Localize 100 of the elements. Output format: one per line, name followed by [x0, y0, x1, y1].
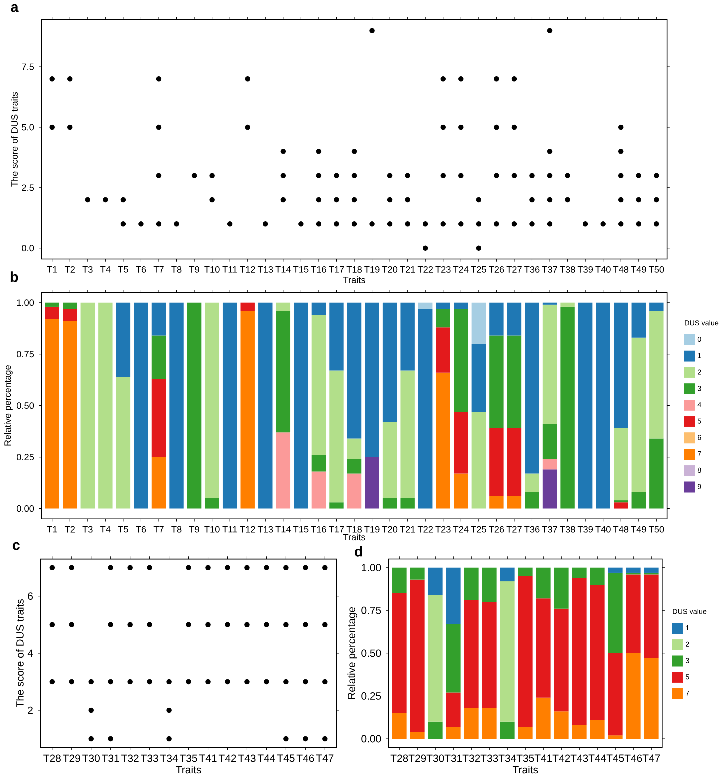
bar: [536, 598, 551, 698]
bar: [614, 502, 628, 509]
x-tick-label: T37: [542, 266, 558, 273]
bar: [418, 302, 432, 310]
y-tick-label: 0.50: [16, 402, 34, 410]
bar: [134, 302, 148, 509]
x-tick-label: T15: [293, 266, 308, 273]
x-tick-label: T34: [160, 754, 178, 762]
bar: [472, 344, 486, 412]
bar: [116, 376, 130, 509]
x-tick-label: T30: [82, 754, 100, 762]
x-tick-label: T16: [311, 526, 326, 533]
x-tick-label: T39: [578, 526, 593, 533]
bar: [45, 319, 60, 509]
bar: [590, 584, 605, 720]
x-tick-label: T29: [408, 754, 426, 762]
bar: [489, 302, 504, 336]
bar: [554, 712, 569, 740]
bar: [347, 302, 362, 439]
y-tick-label: 0.00: [361, 735, 381, 743]
x-tick-label: T6: [136, 266, 146, 273]
bar: [608, 568, 623, 573]
bar: [572, 725, 587, 740]
bar: [572, 568, 587, 578]
x-tick-label: T26: [488, 266, 504, 273]
x-tick-label: T38: [560, 526, 576, 533]
x-tick-label: T40: [595, 526, 611, 533]
bar: [632, 302, 646, 338]
bar: [204, 302, 220, 498]
x-tick-label: T31: [102, 754, 120, 762]
bar: [482, 708, 497, 740]
x-tick-label: T2: [64, 526, 75, 533]
bar: [464, 600, 479, 708]
bar: [347, 474, 362, 509]
x-tick-label: T42: [552, 754, 570, 762]
bar: [364, 302, 380, 458]
x-tick-label: T44: [588, 754, 606, 762]
x-tick-label: T46: [624, 754, 642, 762]
x-tick-label: T33: [140, 754, 158, 762]
x-tick-label: T4: [100, 526, 111, 533]
bar: [644, 574, 659, 659]
y-tick-label: 1.00: [362, 564, 381, 572]
bar: [554, 568, 569, 609]
bar: [524, 492, 540, 509]
bar: [312, 315, 326, 456]
x-tick-label: T38: [560, 266, 576, 273]
bar: [482, 568, 497, 602]
bar: [258, 302, 273, 509]
x-tick-label: T46: [296, 754, 314, 762]
bar: [500, 722, 515, 740]
bar: [542, 304, 557, 424]
bar: [446, 727, 461, 740]
x-tick-label: T20: [382, 526, 398, 533]
x-tick-label: T50: [648, 526, 664, 533]
y-tick-label: 4: [28, 650, 33, 658]
bar: [560, 306, 575, 509]
bar: [45, 306, 60, 320]
bar: [436, 372, 450, 509]
x-tick-label: T45: [277, 754, 295, 762]
bar: [649, 438, 664, 509]
bar: [626, 568, 641, 573]
x-tick-label: T7: [154, 526, 164, 533]
x-tick-label: T5: [118, 526, 128, 533]
bar: [542, 470, 557, 509]
bar: [116, 302, 130, 377]
bar: [614, 302, 628, 428]
bar: [329, 502, 344, 509]
x-tick-label: T28: [43, 754, 61, 762]
bar: [489, 336, 504, 428]
x-tick-label: T25: [471, 526, 486, 533]
bar: [152, 379, 166, 458]
bar: [632, 492, 646, 509]
x-tick-label: T1: [46, 266, 58, 273]
bar: [410, 568, 425, 580]
x-tick-label: T3: [82, 526, 93, 533]
x-tick-label: T12: [240, 526, 256, 533]
bar: [649, 311, 664, 439]
x-axis-title: Traits: [512, 766, 538, 774]
bar: [644, 568, 659, 573]
y-tick-label: 0.75: [16, 351, 34, 358]
bar: [518, 576, 533, 728]
x-tick-label: T47: [642, 754, 660, 762]
bar: [98, 302, 113, 509]
bar: [500, 568, 515, 582]
bar: [507, 336, 522, 428]
bar: [472, 302, 486, 344]
x-tick-label: T24: [453, 526, 469, 533]
x-tick-label: T42: [218, 754, 236, 762]
x-tick-label: T15: [293, 526, 308, 533]
x-tick-label: T33: [480, 754, 498, 762]
x-tick-label: T27: [506, 266, 522, 273]
x-tick-label: T1: [46, 526, 58, 533]
bar: [608, 653, 623, 736]
bar: [436, 328, 450, 373]
bar: [312, 472, 326, 509]
bar: [240, 302, 255, 312]
y-axis-title: Relative percentage: [4, 366, 13, 446]
bar: [276, 311, 290, 433]
bar: [614, 428, 628, 501]
bar: [329, 370, 344, 503]
